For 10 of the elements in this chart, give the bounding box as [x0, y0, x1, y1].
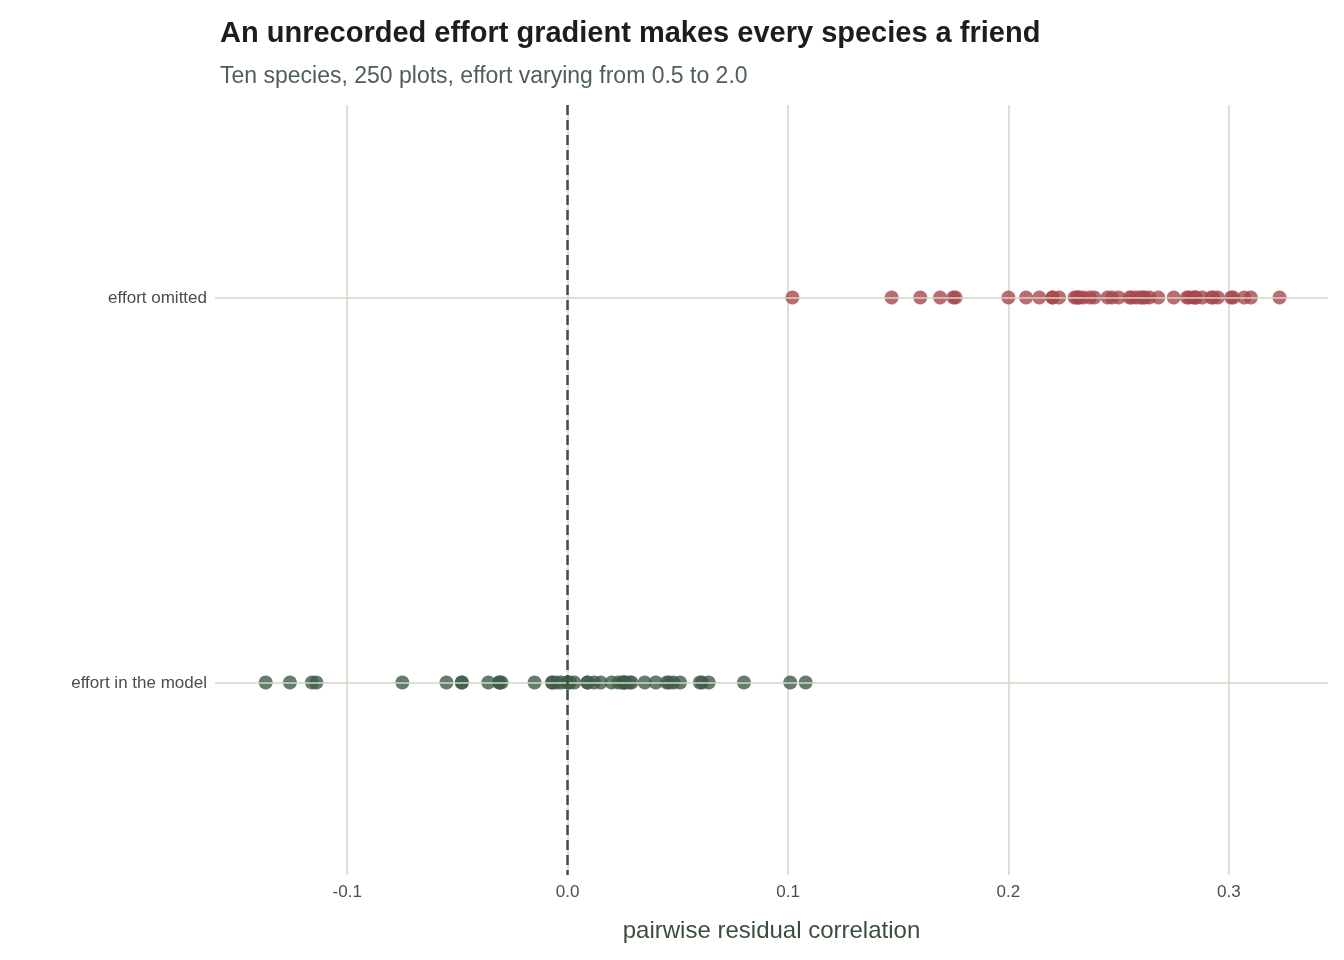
chart-title: An unrecorded effort gradient makes every species a friend — [220, 15, 1041, 48]
chart-subtitle: Ten species, 250 plots, effort varying from 0.5 to 2.0 — [220, 61, 748, 88]
y-tick-label: effort in the model — [71, 673, 207, 692]
y-tick-label: effort omitted — [108, 288, 207, 307]
x-axis-title: pairwise residual correlation — [622, 915, 921, 943]
x-tick-label: -0.1 — [332, 882, 362, 901]
x-tick-label: 0.3 — [1217, 882, 1241, 901]
x-tick-label: 0.2 — [996, 882, 1021, 901]
x-tick-label: 0.1 — [776, 882, 800, 901]
x-tick-label: 0.0 — [555, 882, 580, 901]
